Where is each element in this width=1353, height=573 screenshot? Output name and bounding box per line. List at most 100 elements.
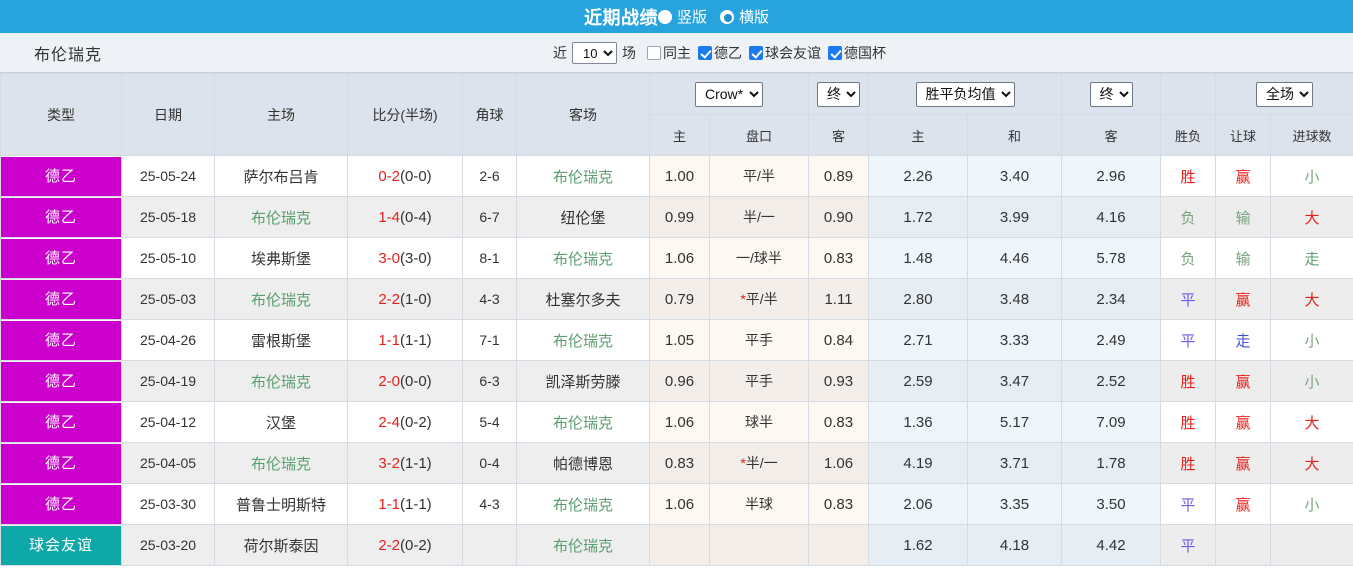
cell-type: 德乙 [0, 319, 122, 361]
league-checkbox-friendly[interactable] [749, 46, 763, 60]
league-badge[interactable]: 德乙 [1, 402, 121, 442]
cell-home-team: 荷尔斯泰因 [214, 524, 348, 566]
view-option-vertical-label: 竖版 [676, 9, 707, 26]
cell-result-goals: 大 [1270, 196, 1353, 238]
cell-date: 25-04-12 [121, 401, 215, 443]
cell-result-goals: 大 [1270, 278, 1353, 320]
cell-away-team: 布伦瑞克 [516, 319, 650, 361]
cell-handicap-line: 球半 [709, 401, 809, 443]
cell-result-goals: 小 [1270, 360, 1353, 402]
col-header-away: 客场 [516, 73, 650, 156]
table-header-selectors-row: 类型 日期 主场 比分(半场) 角球 客场 Crow* 终 [0, 73, 1353, 156]
cell-type: 德乙 [0, 483, 122, 525]
league-badge[interactable]: 德乙 [1, 320, 121, 360]
cell-result-goals [1270, 524, 1353, 566]
league-badge[interactable]: 德乙 [1, 279, 121, 319]
table-row[interactable]: 德乙 25-05-03 布伦瑞克 2-2(1-0) 4-3 杜塞尔多夫 0.79 *平/半 1.… [0, 278, 1353, 320]
cell-handicap-line: *半/一 [709, 442, 809, 484]
view-option-vertical[interactable]: 竖版 [657, 6, 707, 27]
table-row[interactable]: 德乙 25-05-10 埃弗斯堡 3-0(3-0) 8-1 布伦瑞克 1.06 一/球半 0.8… [0, 237, 1353, 279]
euro-company-cell: 胜平负均值 [868, 73, 1062, 115]
cell-handicap-home-odds [649, 524, 710, 566]
cell-handicap-line [709, 524, 809, 566]
handicap-company-select[interactable]: Crow* [695, 81, 763, 107]
cell-euro-home: 2.80 [868, 278, 968, 320]
cell-handicap-away-odds: 1.11 [808, 278, 869, 320]
result-scope-spacer [1160, 73, 1216, 115]
league-badge[interactable]: 德乙 [1, 156, 121, 196]
cell-home-team: 汉堡 [214, 401, 348, 443]
cell-handicap-away-odds: 0.90 [808, 196, 869, 238]
cell-date: 25-05-18 [121, 196, 215, 238]
radio-checked-icon[interactable] [720, 9, 734, 24]
league-checkbox-cup[interactable] [828, 46, 842, 60]
cell-date: 25-04-05 [121, 442, 215, 484]
cell-result-goals: 大 [1270, 442, 1353, 484]
cell-date: 25-03-20 [121, 524, 215, 566]
cell-result-wdl: 胜 [1160, 401, 1216, 443]
league-checkbox-de2[interactable] [698, 46, 712, 60]
col-header-corner: 角球 [462, 73, 517, 156]
euro-company-select[interactable]: 胜平负均值 [915, 81, 1015, 107]
table-row[interactable]: 球会友谊 25-03-20 荷尔斯泰因 2-2(0-2) 布伦瑞克 1.62 4.18 4.4… [0, 524, 1353, 566]
cell-result-handicap: 赢 [1215, 360, 1271, 402]
titlebar: 近期战绩 竖版 横版 [0, 0, 1353, 33]
cell-handicap-home-odds: 0.96 [649, 360, 710, 402]
cell-handicap-line: 平/半 [709, 155, 809, 197]
col-header-hcp-line: 盘口 [709, 114, 809, 156]
league-badge[interactable]: 德乙 [1, 484, 121, 524]
cell-corner: 4-3 [462, 483, 517, 525]
table-row[interactable]: 德乙 25-04-12 汉堡 2-4(0-2) 5-4 布伦瑞克 1.06 球半 0.83 1.3… [0, 401, 1353, 443]
match-count-select[interactable]: 10 [572, 42, 617, 64]
table-row[interactable]: 德乙 25-03-30 普鲁士明斯特 1-1(1-1) 4-3 布伦瑞克 1.06 半球 0.8… [0, 483, 1353, 525]
cell-type: 德乙 [0, 237, 122, 279]
league-badge[interactable]: 德乙 [1, 197, 121, 237]
league-badge[interactable]: 德乙 [1, 238, 121, 278]
view-option-horizontal[interactable]: 横版 [720, 6, 769, 27]
league-badge[interactable]: 德乙 [1, 361, 121, 401]
cell-score: 1-4(0-4) [347, 196, 463, 238]
table-row[interactable]: 德乙 25-05-18 布伦瑞克 1-4(0-4) 6-7 纽伦堡 0.99 半/一 0.90 1… [0, 196, 1353, 238]
cell-handicap-away-odds: 0.83 [808, 483, 869, 525]
cell-home-team: 布伦瑞克 [214, 360, 348, 402]
cell-euro-away: 4.42 [1061, 524, 1161, 566]
cell-away-team: 纽伦堡 [516, 196, 650, 238]
same-home-checkbox[interactable] [647, 46, 661, 60]
table-row[interactable]: 德乙 25-04-05 布伦瑞克 3-2(1-1) 0-4 帕德博恩 0.83 *半/一 1.0… [0, 442, 1353, 484]
handicap-phase-select[interactable]: 终 [817, 81, 860, 107]
cell-result-wdl: 胜 [1160, 442, 1216, 484]
cell-result-handicap: 走 [1215, 319, 1271, 361]
cell-date: 25-04-19 [121, 360, 215, 402]
cell-euro-home: 2.59 [868, 360, 968, 402]
cell-result-handicap: 赢 [1215, 401, 1271, 443]
cell-home-team: 普鲁士明斯特 [214, 483, 348, 525]
cell-away-team: 布伦瑞克 [516, 524, 650, 566]
cell-euro-draw: 3.48 [967, 278, 1062, 320]
cell-result-wdl: 胜 [1160, 360, 1216, 402]
table-subheader-row: 主 盘口 客 主 和 客 胜负 让球 进球数 [1, 114, 1353, 156]
euro-phase-select[interactable]: 终 [1089, 81, 1133, 107]
cell-handicap-home-odds: 1.06 [649, 401, 710, 443]
col-header-hcp-away: 客 [808, 114, 869, 156]
radio-unchecked-icon[interactable] [657, 9, 672, 24]
cell-result-goals: 走 [1270, 237, 1353, 279]
same-home-label: 同主 [663, 45, 691, 61]
result-scope-select[interactable]: 全场 [1256, 81, 1313, 107]
table-row[interactable]: 德乙 25-04-19 布伦瑞克 2-0(0-0) 6-3 凯泽斯劳滕 0.96 平手 0.93… [0, 360, 1353, 402]
cell-euro-home: 1.36 [868, 401, 968, 443]
recent-suffix-label: 场 [622, 45, 636, 61]
table-row[interactable]: 德乙 25-05-24 萨尔布吕肯 0-2(0-0) 2-6 布伦瑞克 1.00 平/半 0.8… [0, 155, 1353, 197]
cell-result-goals: 小 [1270, 483, 1353, 525]
page-title: 近期战绩 [583, 7, 658, 28]
cell-score: 3-0(3-0) [347, 237, 463, 279]
cell-result-wdl: 胜 [1160, 155, 1216, 197]
league-badge[interactable]: 德乙 [1, 443, 121, 483]
cell-handicap-line: 一/球半 [709, 237, 809, 279]
cell-date: 25-05-10 [121, 237, 215, 279]
cell-euro-home: 2.06 [868, 483, 968, 525]
cell-corner: 6-7 [462, 196, 517, 238]
cell-score: 0-2(0-0) [347, 155, 463, 197]
table-row[interactable]: 德乙 25-04-26 雷根斯堡 1-1(1-1) 7-1 布伦瑞克 1.05 平手 0.84 2… [0, 319, 1353, 361]
league-badge[interactable]: 球会友谊 [1, 525, 121, 565]
